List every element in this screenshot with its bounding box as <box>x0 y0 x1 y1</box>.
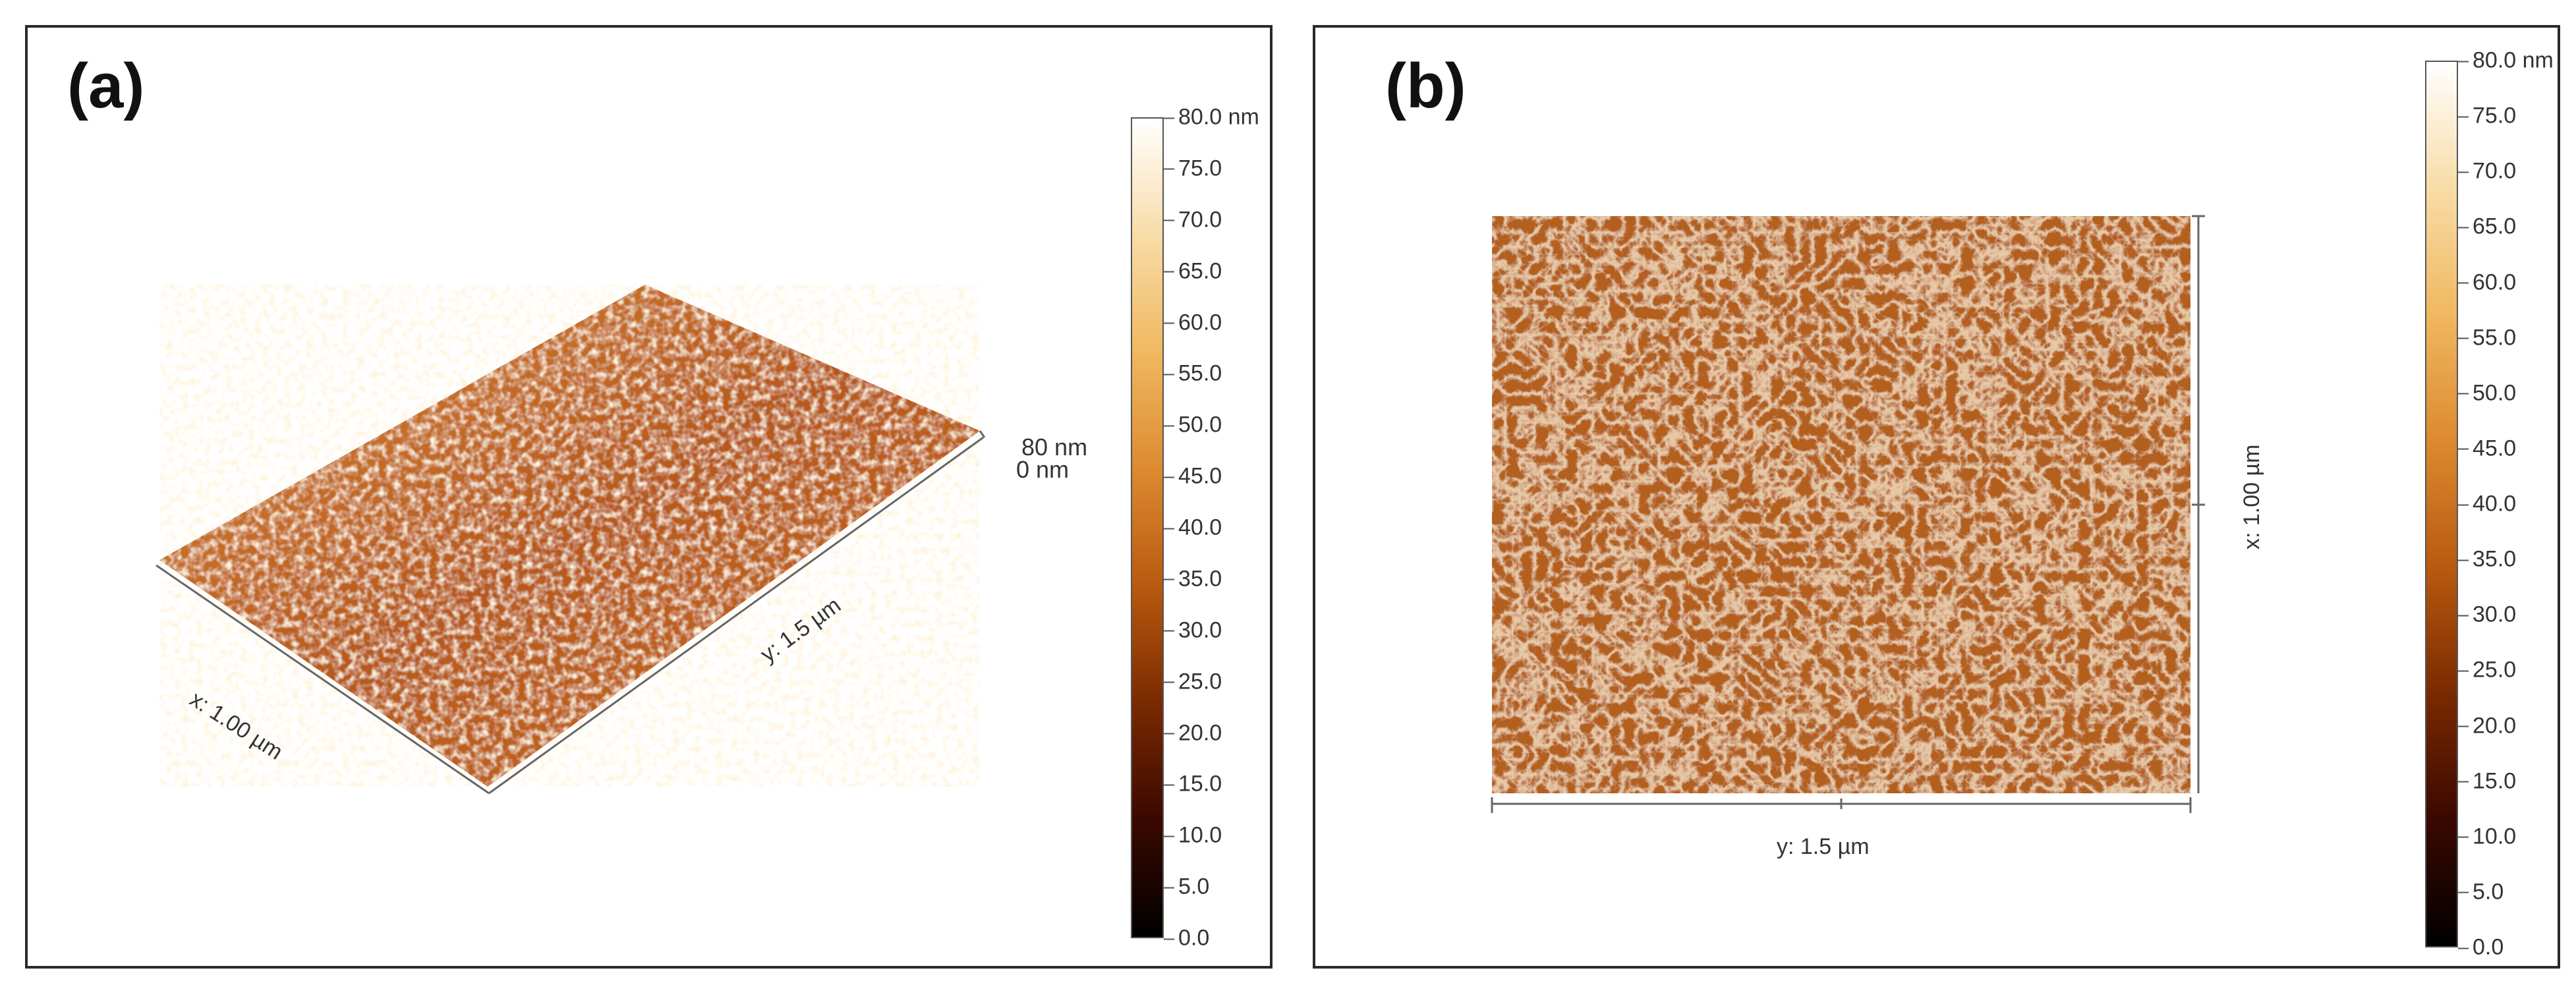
panel-a-z-bottom-label: 0 nm <box>1016 456 1070 483</box>
colorbar-tick-label: 70.0 <box>2457 158 2517 184</box>
y-axis-line <box>488 436 984 795</box>
colorbar-tick-label: 60.0 <box>2457 269 2517 295</box>
colorbar-tick-label: 20.0 <box>1163 720 1222 745</box>
colorbar-tick-label: 40.0 <box>1163 515 1222 540</box>
colorbar-tick-label: 50.0 <box>1163 412 1222 437</box>
panel-a-label: (a) <box>67 51 145 121</box>
colorbar-tick-label: 55.0 <box>2457 325 2517 351</box>
colorbar-top-label: 80.0 nm <box>1164 104 1259 130</box>
colorbar-tick-label: 35.0 <box>2457 546 2517 572</box>
height-map-grains <box>1492 216 2190 793</box>
panel-a: (a) x: 1.00 µm y: 1 <box>25 25 1273 969</box>
colorbar-tick-label: 15.0 <box>2457 768 2517 794</box>
colorbar-tick-label: 70.0 <box>1163 207 1222 233</box>
x-axis-line <box>156 564 490 795</box>
colorbar-tick-label: 25.0 <box>2457 657 2517 683</box>
colorbar-tick-label: 0.0 <box>1163 925 1210 951</box>
colorbar-tick-label: 5.0 <box>1163 874 1210 899</box>
panel-b-y-axis-label: y: 1.5 µm <box>1777 834 1870 859</box>
colorbar-tick-label: 30.0 <box>2457 602 2517 627</box>
colorbar-tick-label: 20.0 <box>2457 713 2517 738</box>
colorbar-tick-label: 30.0 <box>1163 617 1222 643</box>
colorbar-top-label: 80.0 nm <box>2458 47 2554 73</box>
panel-b-x-axis-label: x: 1.00 µm <box>2239 444 2264 550</box>
panel-b-colorbar <box>2425 61 2458 947</box>
surface-topography <box>159 285 980 787</box>
panel-b-height-map <box>1491 215 2205 813</box>
colorbar-tick-label: 0.0 <box>2457 934 2504 960</box>
colorbar-tick-label: 75.0 <box>2457 103 2517 128</box>
colorbar-tick-label: 35.0 <box>1163 566 1222 592</box>
colorbar-tick-label: 60.0 <box>1163 310 1222 335</box>
colorbar-tick-label: 65.0 <box>2457 213 2517 239</box>
colorbar-tick-label: 25.0 <box>1163 669 1222 694</box>
colorbar-tick-label: 15.0 <box>1163 771 1222 797</box>
colorbar-tick-label: 10.0 <box>1163 822 1222 848</box>
colorbar-tick-label: 10.0 <box>2457 824 2517 849</box>
colorbar-tick-label: 50.0 <box>2457 380 2517 406</box>
corner-tick <box>979 430 986 438</box>
panel-b: (b) y: 1.5 µm x: 1.00 µm 8 <box>1313 25 2560 969</box>
panel-a-colorbar <box>1131 117 1164 938</box>
panel-a-z-top-label: 80 nm <box>1021 434 1088 461</box>
panel-a-3d-surface <box>156 285 986 795</box>
colorbar-tick-label: 5.0 <box>2457 879 2504 905</box>
colorbar-tick-label: 55.0 <box>1163 360 1222 386</box>
colorbar-tick-label: 45.0 <box>2457 436 2517 461</box>
panel-b-label: (b) <box>1385 51 1466 121</box>
colorbar-tick-label: 40.0 <box>2457 491 2517 517</box>
colorbar-tick-label: 75.0 <box>1163 155 1222 181</box>
colorbar-tick-label: 65.0 <box>1163 258 1222 284</box>
colorbar-tick-label: 45.0 <box>1163 463 1222 489</box>
